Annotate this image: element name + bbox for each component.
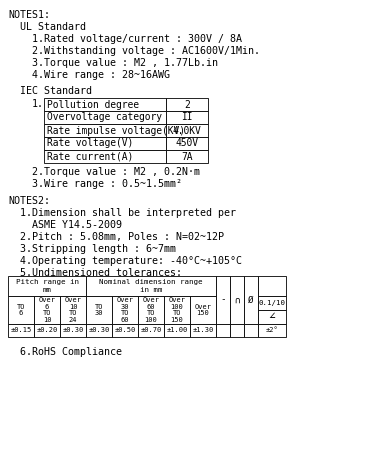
Text: ∠: ∠: [269, 312, 276, 322]
Bar: [166, 98, 208, 111]
Bar: [258, 296, 286, 310]
Bar: [44, 124, 166, 137]
Text: 7A: 7A: [181, 152, 193, 161]
Text: 4.Operating temperature: -40°C~+105°C: 4.Operating temperature: -40°C~+105°C: [20, 256, 242, 266]
Text: Over
10
TO
24: Over 10 TO 24: [64, 297, 81, 323]
Bar: [86, 276, 216, 296]
Text: ±1.30: ±1.30: [193, 328, 214, 334]
Text: Over
100
TO
150: Over 100 TO 150: [169, 297, 185, 323]
Bar: [44, 137, 166, 150]
Text: 2: 2: [184, 100, 190, 110]
Text: 2.Torque value : M2 , 0.2N·m: 2.Torque value : M2 , 0.2N·m: [32, 167, 200, 177]
Text: Over
60
TO
100: Over 60 TO 100: [143, 297, 160, 323]
Bar: [44, 98, 166, 111]
Bar: [190, 296, 216, 324]
Text: ±0.70: ±0.70: [140, 328, 161, 334]
Text: 4.Wire range : 28~16AWG: 4.Wire range : 28~16AWG: [32, 70, 170, 80]
Text: UL Standard: UL Standard: [20, 22, 86, 32]
Bar: [86, 296, 112, 324]
Text: 5.Undimensioned tolerances:: 5.Undimensioned tolerances:: [20, 268, 182, 278]
Text: 6.RoHS Compliance: 6.RoHS Compliance: [20, 347, 122, 357]
Bar: [258, 310, 286, 324]
Text: ASME Y14.5-2009: ASME Y14.5-2009: [20, 220, 122, 230]
Text: TO
6: TO 6: [17, 304, 25, 316]
Text: Ø: Ø: [248, 295, 254, 305]
Text: 2.Withstanding voltage : AC1600V/1Min.: 2.Withstanding voltage : AC1600V/1Min.: [32, 46, 260, 56]
Text: Rate impulse voltage(KV): Rate impulse voltage(KV): [47, 125, 185, 136]
Text: Over
30
TO
60: Over 30 TO 60: [116, 297, 133, 323]
Bar: [244, 324, 258, 337]
Text: ∩: ∩: [234, 295, 240, 305]
Bar: [60, 324, 86, 337]
Bar: [138, 296, 164, 324]
Bar: [86, 324, 112, 337]
Bar: [138, 324, 164, 337]
Text: ±0.15: ±0.15: [10, 328, 31, 334]
Text: NOTES2:: NOTES2:: [8, 196, 50, 206]
Bar: [166, 150, 208, 163]
Text: 3.Torque value : M2 , 1.77Lb.in: 3.Torque value : M2 , 1.77Lb.in: [32, 58, 218, 68]
Text: Nominal dimension range
in mm: Nominal dimension range in mm: [99, 279, 203, 293]
Bar: [8, 276, 86, 296]
Text: ±0.50: ±0.50: [114, 328, 136, 334]
Bar: [166, 137, 208, 150]
Text: 4.0KV: 4.0KV: [172, 125, 201, 136]
Bar: [166, 111, 208, 124]
Text: 3.Stripping length : 6~7mm: 3.Stripping length : 6~7mm: [20, 244, 176, 254]
Text: Over
6
TO
10: Over 6 TO 10: [39, 297, 55, 323]
Text: Pollution degree: Pollution degree: [47, 100, 139, 110]
Bar: [244, 276, 258, 324]
Bar: [216, 276, 230, 324]
Bar: [8, 324, 34, 337]
Bar: [190, 324, 216, 337]
Text: Rate current(A): Rate current(A): [47, 152, 133, 161]
Text: -: -: [220, 295, 226, 305]
Bar: [230, 276, 244, 324]
Text: ±2°: ±2°: [266, 328, 278, 334]
Text: 3.Wire range : 0.5~1.5mm²: 3.Wire range : 0.5~1.5mm²: [32, 179, 182, 189]
Text: 1.Rated voltage/current : 300V / 8A: 1.Rated voltage/current : 300V / 8A: [32, 34, 242, 44]
Bar: [60, 296, 86, 324]
Text: ±0.20: ±0.20: [36, 328, 58, 334]
Text: Pitch range in
mm: Pitch range in mm: [16, 279, 78, 293]
Bar: [164, 296, 190, 324]
Text: IEC Standard: IEC Standard: [20, 86, 92, 96]
Bar: [34, 324, 60, 337]
Bar: [112, 324, 138, 337]
Text: 0.1/10: 0.1/10: [258, 300, 285, 306]
Bar: [230, 324, 244, 337]
Bar: [8, 296, 34, 324]
Bar: [258, 276, 286, 296]
Text: NOTES1:: NOTES1:: [8, 10, 50, 20]
Text: 1.Dimension shall be interpreted per: 1.Dimension shall be interpreted per: [20, 208, 236, 218]
Bar: [112, 296, 138, 324]
Text: 2.Pitch : 5.08mm, Poles : N=02~12P: 2.Pitch : 5.08mm, Poles : N=02~12P: [20, 232, 224, 242]
Text: TO
30: TO 30: [95, 304, 103, 316]
Bar: [216, 324, 230, 337]
Bar: [44, 150, 166, 163]
Text: ±0.30: ±0.30: [63, 328, 84, 334]
Text: ±1.00: ±1.00: [166, 328, 188, 334]
Bar: [164, 324, 190, 337]
Text: Over
150: Over 150: [194, 304, 211, 316]
Bar: [166, 124, 208, 137]
Bar: [34, 296, 60, 324]
Text: 1.: 1.: [32, 99, 44, 109]
Bar: [44, 111, 166, 124]
Text: Overvoltage category: Overvoltage category: [47, 112, 162, 123]
Text: ±0.30: ±0.30: [88, 328, 110, 334]
Text: 450V: 450V: [175, 139, 199, 148]
Text: Rate voltage(V): Rate voltage(V): [47, 139, 133, 148]
Bar: [258, 324, 286, 337]
Text: II: II: [181, 112, 193, 123]
